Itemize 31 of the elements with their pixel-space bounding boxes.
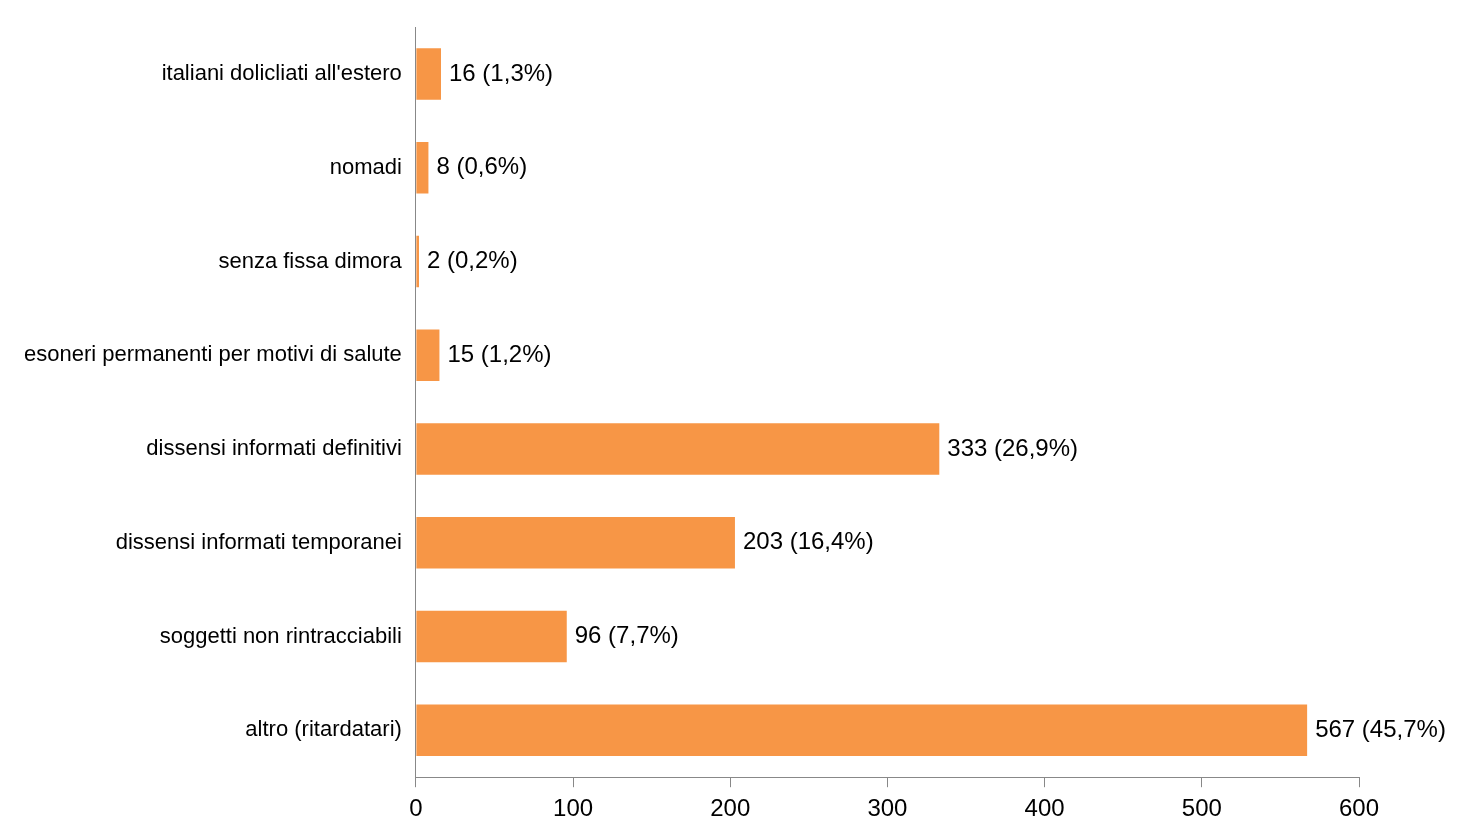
bar	[416, 235, 419, 288]
y-tick-label: soggetti non rintracciabili	[159, 622, 402, 648]
data-label: 2 (0,2%)	[427, 246, 518, 274]
x-tick-label: 200	[710, 794, 751, 822]
data-label: 16 (1,3%)	[449, 58, 554, 86]
data-label: 203 (16,4%)	[742, 527, 874, 555]
data-label: 333 (26,9%)	[947, 433, 1079, 461]
bar	[416, 517, 735, 569]
bar	[416, 610, 567, 663]
y-tick-label: esoneri permanenti per motivi di salute	[24, 341, 402, 367]
bar	[416, 142, 429, 194]
y-tick-label: italiani dolicliati all'estero	[161, 60, 402, 86]
y-tick-label: nomadi	[329, 153, 402, 179]
x-tick-label: 300	[867, 794, 908, 822]
y-tick-label: altro (ritardatari)	[245, 716, 402, 742]
data-label: 15 (1,2%)	[447, 339, 552, 367]
data-label: 96 (7,7%)	[574, 621, 679, 649]
x-tick-label: 400	[1024, 794, 1065, 822]
x-tick-label: 600	[1338, 794, 1380, 822]
y-tick-label: dissensi informati definitivi	[146, 435, 402, 461]
y-tick-label: senza fissa dimora	[218, 247, 403, 273]
data-label: 8 (0,6%)	[436, 152, 528, 180]
bar	[416, 423, 940, 475]
bar	[416, 704, 1308, 757]
data-label: 567 (45,7%)	[1315, 714, 1446, 742]
x-tick-label: 0	[409, 794, 423, 822]
bar	[416, 48, 442, 100]
bar	[416, 329, 440, 382]
x-tick-label: 100	[553, 794, 594, 822]
y-tick-label: dissensi informati temporanei	[115, 528, 402, 554]
x-tick-label: 500	[1181, 794, 1222, 822]
